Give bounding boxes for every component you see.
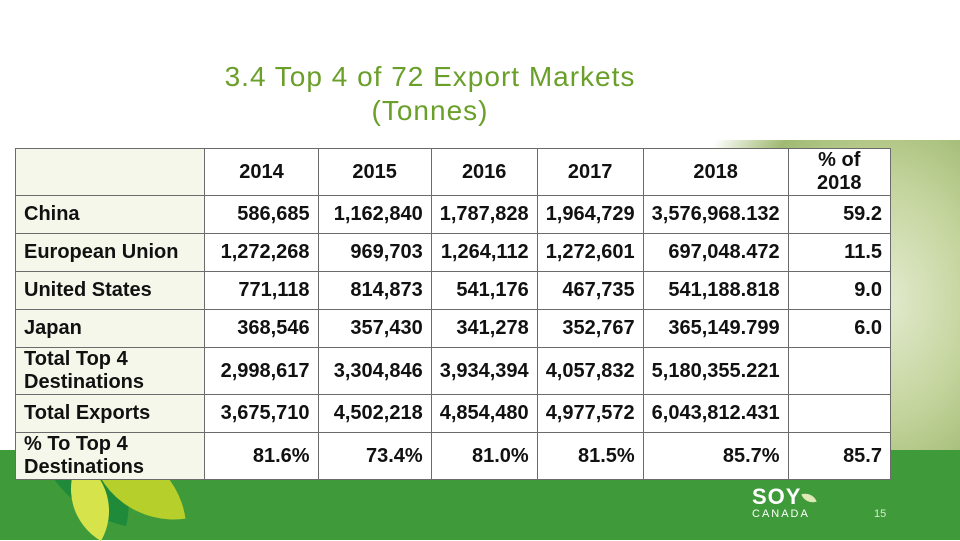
table-cell: 357,430 [317,309,432,348]
table-header-row: 2014 2015 2016 2017 2018 % of 2018 [14,148,892,196]
header-cell-2018: 2018 [642,148,789,196]
table-cell: 365,149.799 [642,309,789,348]
table-cell: 85.7% [642,432,789,480]
table-cell: 4,057,832 [536,347,644,395]
table-cell: 81.6% [204,432,319,480]
table-cell: 541,176 [430,271,538,310]
row-label: Total Top 4 Destinations [14,347,206,395]
row-label: European Union [14,233,206,272]
table-cell: 341,278 [430,309,538,348]
header-cell-percent-2018: % of 2018 [787,148,892,196]
table-cell: 6.0 [787,309,892,348]
table-cell: 4,977,572 [536,394,644,433]
table-cell [787,394,892,433]
table-cell: 5,180,355.221 [642,347,789,395]
table-cell: 541,188.818 [642,271,789,310]
table-cell: 1,272,601 [536,233,644,272]
table-cell: 11.5 [787,233,892,272]
row-label: Japan [14,309,206,348]
table-cell: 352,767 [536,309,644,348]
table-cell: 771,118 [204,271,319,310]
table-cell: 1,787,828 [430,195,538,234]
table-cell: 81.5% [536,432,644,480]
header-cell-blank [14,148,206,196]
table-cell: 1,272,268 [204,233,319,272]
table-cell: 1,964,729 [536,195,644,234]
table-cell: 81.0% [430,432,538,480]
table-row: European Union 1,272,268 969,703 1,264,1… [14,233,892,272]
slide-title-line-2: (Tonnes) [371,95,489,126]
row-label: United States [14,271,206,310]
table-cell: 586,685 [204,195,319,234]
header-cell-2014: 2014 [204,148,319,196]
page-number: 15 [874,508,887,520]
header-cell-2017: 2017 [536,148,644,196]
row-label: % To Top 4 Destinations [14,432,206,480]
table-row: Total Top 4 Destinations 2,998,617 3,304… [14,347,892,395]
table-cell: 3,576,968.132 [642,195,789,234]
soy-canada-logo: SOY CANADA [752,484,818,520]
table-cell: 467,735 [536,271,644,310]
table-cell [787,347,892,395]
table-cell: 3,304,846 [317,347,432,395]
table-cell: 4,854,480 [430,394,538,433]
table-cell: 368,546 [204,309,319,348]
table-cell: 85.7 [787,432,892,480]
table-cell: 6,043,812.431 [642,394,789,433]
table-cell: 697,048.472 [642,233,789,272]
slide-title: 3.4 Top 4 of 72 Export Markets (Tonnes) [0,60,860,128]
table-cell: 2,998,617 [204,347,319,395]
table-row: % To Top 4 Destinations 81.6% 73.4% 81.0… [14,432,892,480]
table-row: United States 771,118 814,873 541,176 46… [14,271,892,310]
header-cell-2015: 2015 [317,148,432,196]
table-cell: 73.4% [317,432,432,480]
table-cell: 59.2 [787,195,892,234]
table-cell: 969,703 [317,233,432,272]
export-markets-table: 2014 2015 2016 2017 2018 % of 2018 China… [14,148,892,480]
table-cell: 1,264,112 [430,233,538,272]
table-row: Total Exports 3,675,710 4,502,218 4,854,… [14,394,892,433]
table-cell: 9.0 [787,271,892,310]
logo-word-soy: SOY [752,484,802,509]
table-row: Japan 368,546 357,430 341,278 352,767 36… [14,309,892,348]
table-cell: 3,675,710 [204,394,319,433]
table-cell: 4,502,218 [317,394,432,433]
table-cell: 814,873 [317,271,432,310]
leaf-icon [801,490,818,506]
row-label: Total Exports [14,394,206,433]
row-label: China [14,195,206,234]
table-cell: 1,162,840 [317,195,432,234]
table-row: China 586,685 1,162,840 1,787,828 1,964,… [14,195,892,234]
slide-title-line-1: 3.4 Top 4 of 72 Export Markets [224,61,636,92]
logo-word-canada: CANADA [752,508,810,520]
header-cell-2016: 2016 [430,148,538,196]
table-cell: 3,934,394 [430,347,538,395]
